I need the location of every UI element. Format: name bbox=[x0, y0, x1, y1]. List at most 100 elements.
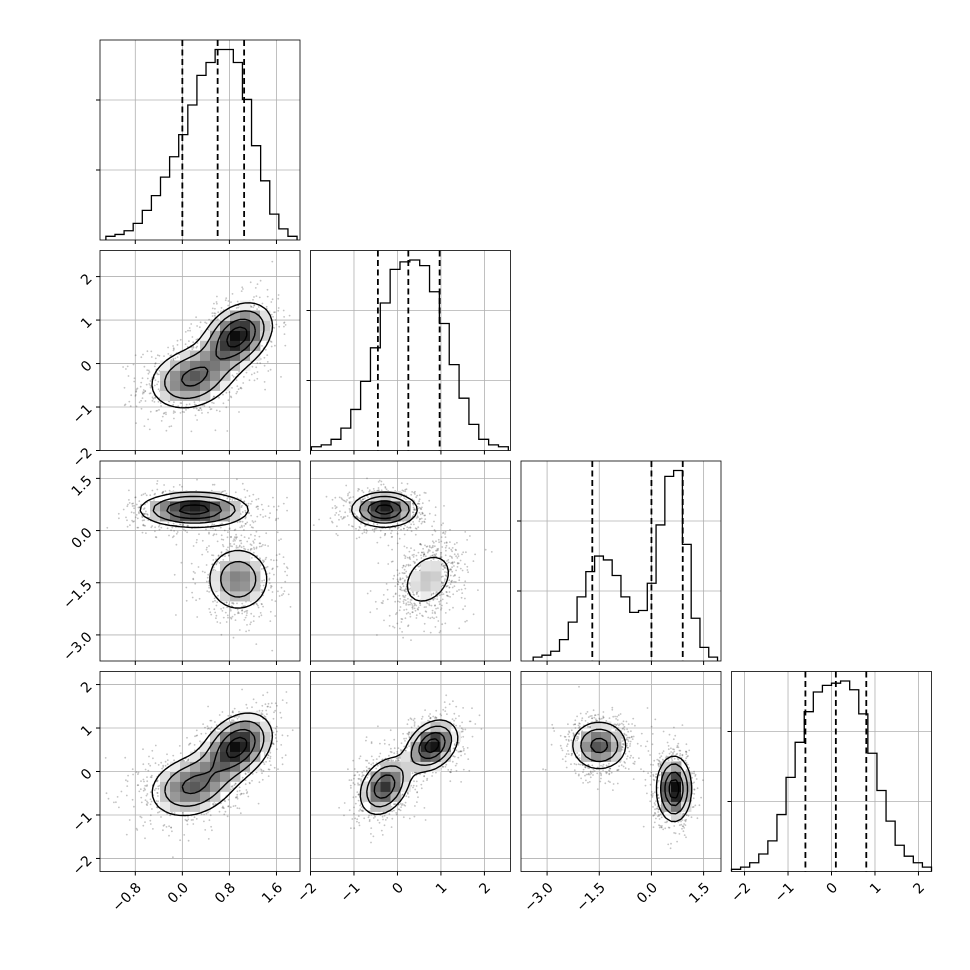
sample-point bbox=[262, 589, 264, 592]
sample-point bbox=[250, 533, 252, 536]
sample-point bbox=[131, 519, 134, 522]
density-cell bbox=[230, 721, 241, 732]
sample-point bbox=[146, 804, 149, 806]
sample-point bbox=[157, 800, 160, 803]
sample-point bbox=[383, 824, 386, 827]
sample-point bbox=[380, 483, 383, 486]
sample-point bbox=[265, 556, 268, 559]
sample-point bbox=[466, 565, 469, 568]
contour-line-3-1-1 bbox=[366, 725, 453, 808]
sample-point bbox=[365, 532, 368, 534]
sample-point bbox=[356, 820, 358, 823]
sample-point bbox=[435, 592, 437, 594]
sample-point bbox=[144, 400, 147, 402]
sample-point bbox=[127, 774, 129, 777]
sample-point bbox=[252, 551, 255, 554]
sample-point bbox=[578, 722, 581, 725]
sample-point bbox=[442, 766, 444, 768]
sample-point bbox=[681, 819, 684, 821]
sample-point bbox=[632, 778, 635, 780]
sample-point bbox=[444, 612, 447, 614]
sample-point bbox=[621, 722, 623, 725]
sample-point bbox=[134, 496, 137, 499]
sample-point bbox=[200, 409, 203, 411]
density-cell bbox=[250, 751, 261, 762]
sample-point bbox=[632, 717, 635, 720]
sample-point bbox=[229, 616, 232, 619]
sample-point bbox=[406, 792, 409, 794]
contour-line-2-1-0 bbox=[351, 491, 449, 602]
sample-point bbox=[420, 543, 423, 546]
sample-point bbox=[161, 415, 164, 418]
density-cell bbox=[260, 731, 271, 742]
sample-point bbox=[222, 616, 225, 619]
sample-point bbox=[240, 498, 242, 501]
sample-point bbox=[253, 372, 256, 375]
sample-point bbox=[132, 773, 135, 776]
sample-point bbox=[592, 774, 594, 776]
sample-point bbox=[691, 806, 694, 809]
sample-point bbox=[619, 723, 621, 726]
sample-point bbox=[176, 339, 179, 342]
sample-point bbox=[673, 750, 676, 753]
density-cell bbox=[210, 491, 221, 502]
sample-point bbox=[255, 546, 258, 549]
sample-point bbox=[138, 511, 140, 514]
panel-bg-hist-1 bbox=[310, 250, 511, 451]
sample-point bbox=[174, 357, 177, 360]
sample-point bbox=[484, 548, 487, 551]
sample-point bbox=[153, 493, 156, 496]
sample-point bbox=[390, 532, 392, 535]
sample-point bbox=[463, 748, 465, 750]
sample-point bbox=[83, 385, 85, 387]
sample-point bbox=[612, 789, 614, 791]
sample-point bbox=[566, 743, 569, 746]
sample-point bbox=[285, 702, 288, 704]
sample-point bbox=[401, 618, 404, 621]
sample-point bbox=[658, 762, 660, 765]
sample-point bbox=[398, 601, 401, 603]
sample-point bbox=[616, 769, 618, 772]
sample-point bbox=[627, 723, 630, 725]
sample-point bbox=[205, 548, 208, 551]
sample-point bbox=[446, 571, 448, 574]
sample-point bbox=[684, 820, 687, 823]
density-cell bbox=[571, 741, 582, 752]
sample-point bbox=[232, 711, 234, 714]
sample-point bbox=[238, 411, 240, 413]
sample-point bbox=[440, 524, 443, 526]
sample-point bbox=[338, 518, 340, 521]
sample-point bbox=[570, 739, 573, 742]
sample-point bbox=[435, 607, 437, 610]
sample-point bbox=[403, 527, 405, 530]
density-cell bbox=[440, 751, 451, 762]
density-cell bbox=[440, 721, 451, 732]
sample-point bbox=[434, 611, 436, 613]
sample-point bbox=[429, 717, 432, 720]
sample-point bbox=[383, 742, 386, 745]
density-cell bbox=[661, 771, 672, 782]
sample-point bbox=[668, 733, 671, 736]
density-cell bbox=[250, 310, 261, 321]
density-cell bbox=[170, 771, 181, 782]
sample-point bbox=[138, 401, 141, 404]
sample-point bbox=[691, 772, 694, 775]
sample-point bbox=[423, 553, 425, 555]
sample-point bbox=[567, 733, 570, 736]
sample-point bbox=[232, 719, 235, 722]
sample-point bbox=[432, 599, 435, 601]
sample-point bbox=[406, 556, 409, 559]
sample-point bbox=[410, 639, 412, 641]
sample-point bbox=[214, 599, 216, 602]
sample-point bbox=[365, 769, 368, 772]
sample-point bbox=[277, 517, 280, 520]
sample-point bbox=[581, 717, 584, 720]
sample-point bbox=[142, 524, 145, 527]
sample-point bbox=[417, 725, 420, 727]
sample-point bbox=[388, 754, 390, 757]
sample-point bbox=[669, 847, 672, 850]
sample-point bbox=[382, 818, 384, 821]
x-tick-label-0-2: 0.8 bbox=[212, 880, 239, 907]
sample-point bbox=[568, 735, 571, 738]
sample-point bbox=[422, 551, 425, 554]
